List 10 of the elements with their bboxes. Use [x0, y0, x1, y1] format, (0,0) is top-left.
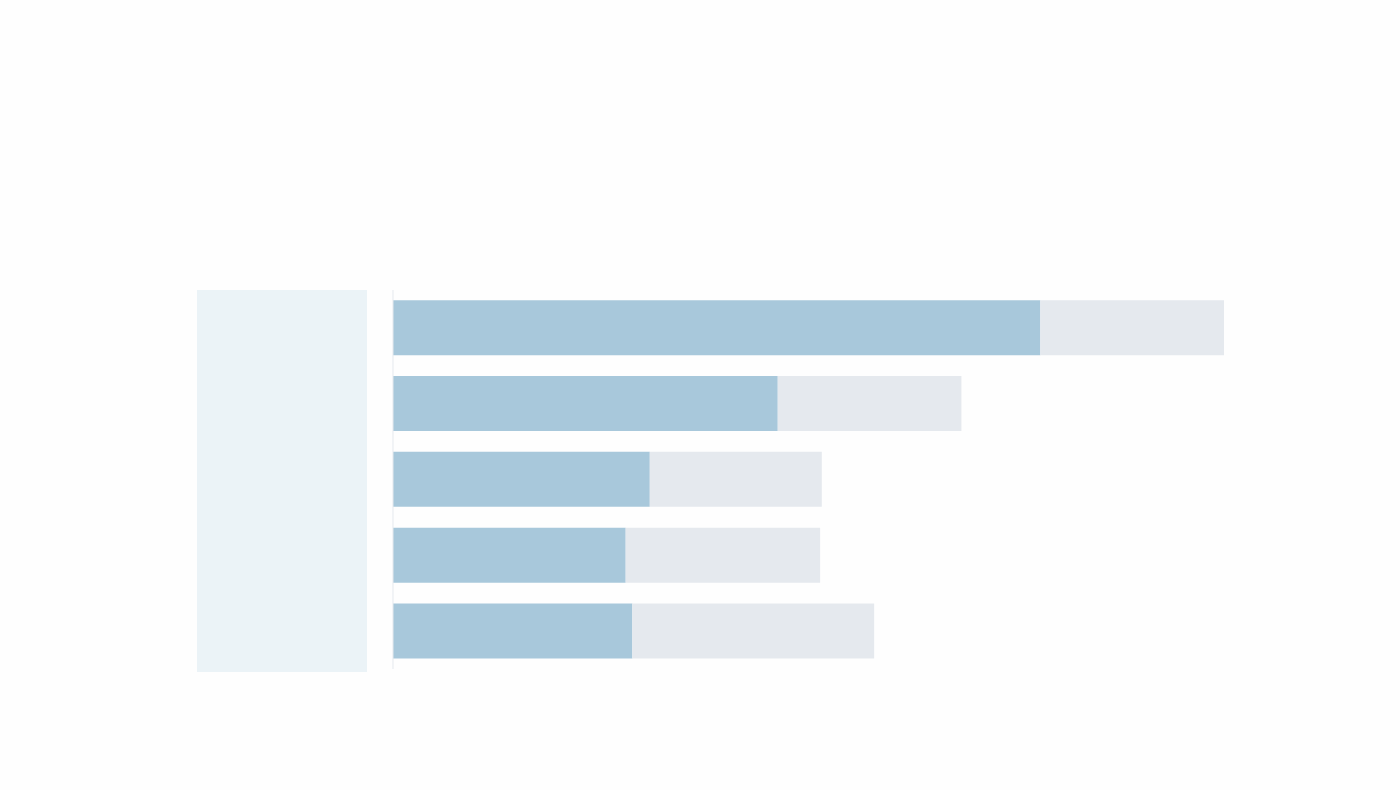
bar	[625, 527, 821, 583]
bar	[393, 603, 633, 659]
bar	[393, 376, 778, 432]
bar	[632, 603, 875, 659]
bar	[393, 451, 650, 507]
bar	[1040, 300, 1224, 356]
bar	[393, 300, 1041, 356]
bar	[777, 376, 962, 432]
bar	[649, 451, 822, 507]
bar	[393, 527, 626, 583]
